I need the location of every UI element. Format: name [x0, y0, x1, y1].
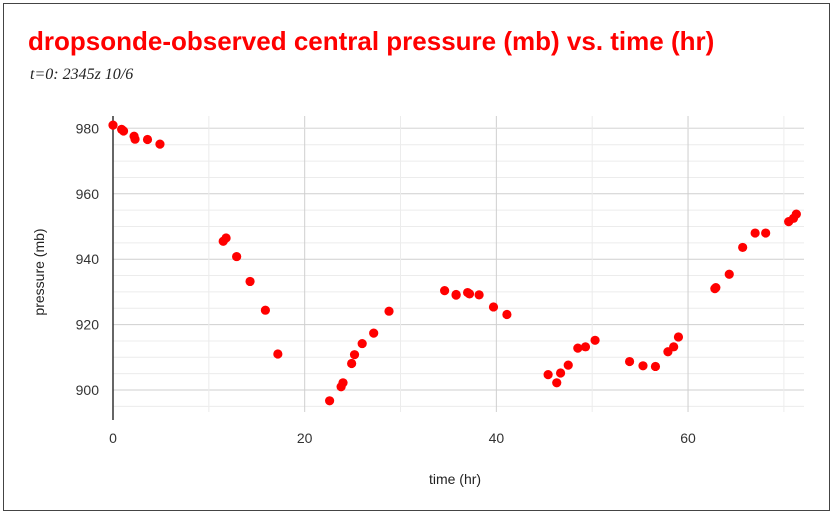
data-point [260, 305, 270, 315]
tick-labels: 900 920 940 960 980 0 20 40 60 [76, 120, 696, 446]
data-point [650, 361, 661, 372]
y-tick-label: 940 [76, 251, 100, 267]
y-tick-label: 920 [76, 317, 100, 333]
data-point [464, 289, 475, 299]
y-axis-title: pressure (mb) [31, 228, 47, 315]
data-point [357, 338, 367, 349]
data-point [155, 139, 165, 149]
data-point [369, 328, 379, 338]
data-point [118, 126, 129, 136]
data-point [669, 342, 679, 352]
y-tick-label: 900 [76, 382, 100, 398]
data-point [273, 349, 283, 359]
chart-frame [3, 3, 830, 511]
y-tick-label: 960 [76, 186, 100, 202]
x-axis-title: time (hr) [429, 471, 481, 487]
data-point [724, 269, 734, 279]
y-tick-label: 980 [76, 120, 100, 136]
data-point [750, 228, 760, 238]
x-tick-label: 60 [680, 430, 696, 446]
x-tick-label: 20 [297, 430, 313, 446]
data-point [738, 242, 748, 253]
data-point [384, 306, 394, 316]
data-point [552, 378, 562, 388]
data-point [543, 370, 553, 380]
data-point [624, 356, 635, 367]
data-point [711, 283, 721, 293]
data-point [130, 134, 140, 144]
data-point [638, 361, 648, 371]
data-point [451, 289, 461, 300]
data-point [221, 233, 231, 243]
data-point [338, 378, 348, 388]
grid-lines [113, 116, 804, 412]
data-point [555, 368, 566, 378]
data-point [232, 251, 242, 262]
chart-title: dropsonde-observed central pressure (mb)… [28, 26, 715, 56]
data-point [488, 302, 499, 312]
x-tick-label: 0 [109, 430, 117, 446]
data-point [347, 358, 357, 369]
data-point [590, 335, 600, 345]
data-point [142, 134, 153, 145]
data-point [474, 290, 484, 300]
data-point [245, 276, 255, 287]
data-point [673, 332, 684, 342]
data-point [324, 396, 335, 406]
data-points [108, 120, 801, 406]
data-point [108, 120, 118, 130]
data-point [791, 209, 801, 219]
data-point [502, 309, 512, 320]
chart-subtitle: t=0: 2345z 10/6 [30, 66, 134, 83]
x-tick-label: 40 [489, 430, 505, 446]
data-point [573, 343, 583, 353]
data-point [440, 285, 450, 296]
data-point [761, 228, 771, 238]
data-point [349, 350, 360, 360]
data-point [563, 360, 573, 370]
data-point [580, 342, 591, 352]
